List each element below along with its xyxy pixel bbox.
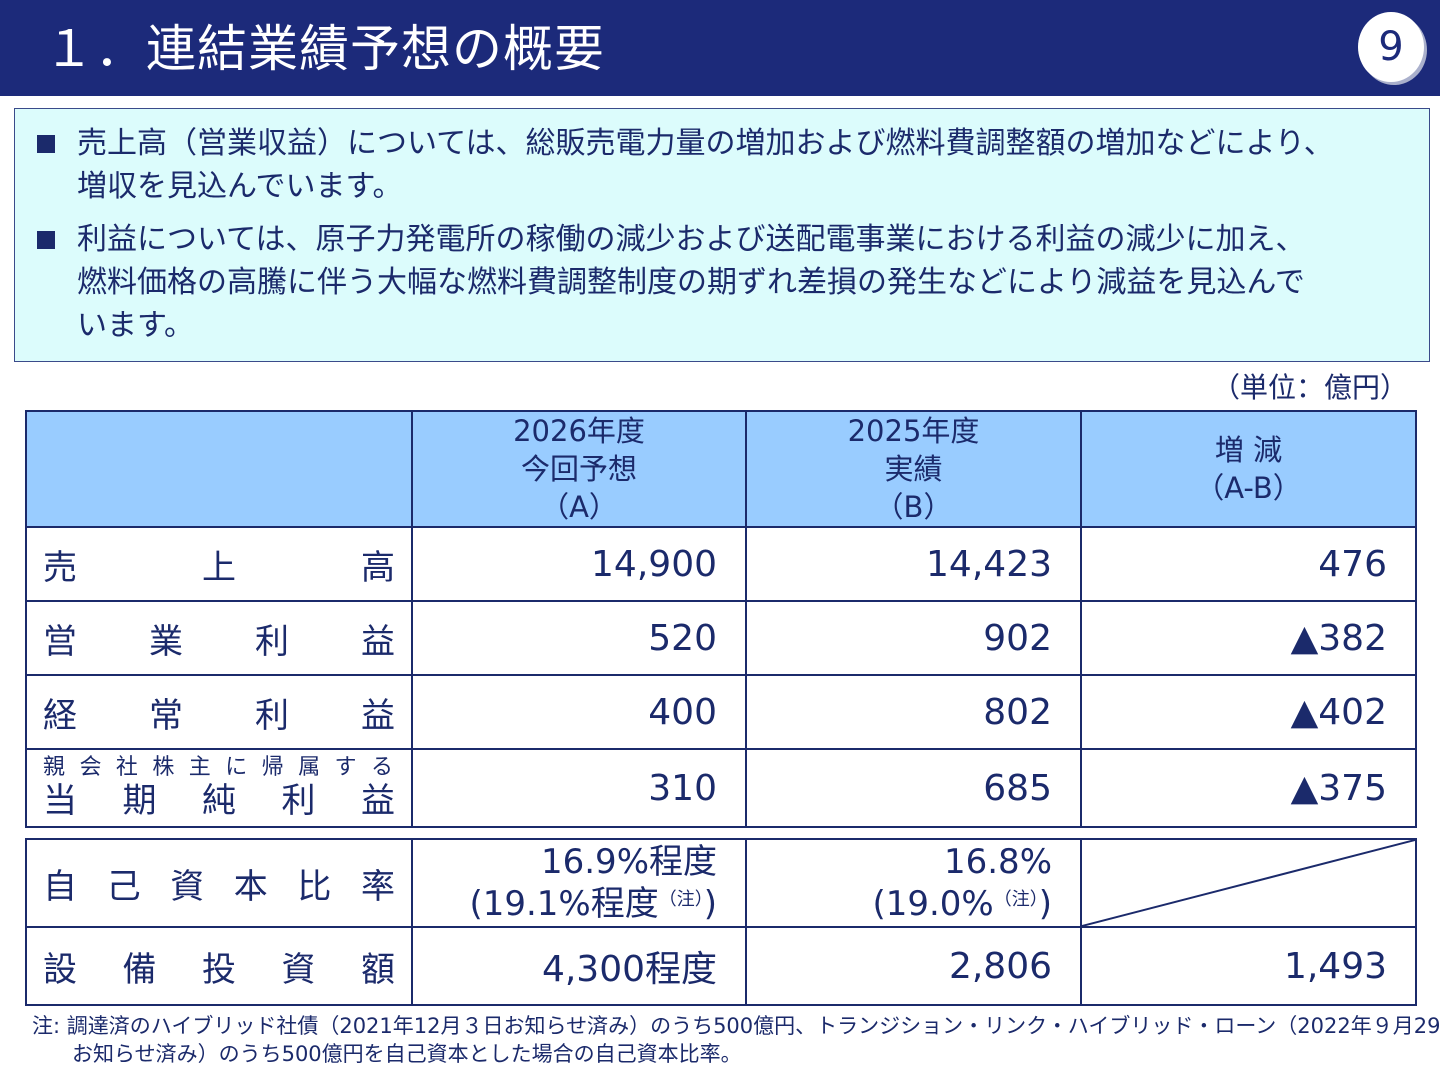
value-forecast: 16.9%程度 (19.1%程度（注）) <box>411 838 747 928</box>
row-label: 営業利益 <box>25 600 413 676</box>
value-forecast: 4,300程度 <box>411 926 747 1006</box>
value-line-sub: (19.0%（注）) <box>747 881 1052 923</box>
footnote: 注: 調達済のハイブリッド社債（2021年12月３日お知らせ済み）のうち500億… <box>32 1012 1440 1068</box>
table-row: 営業利益 520 902 ▲382 <box>25 600 1417 676</box>
empty-diagonal-cell <box>1080 838 1417 928</box>
summary-bullet-profit: 利益については、原子力発電所の稼働の減少および送配電事業における利益の減少に加え… <box>25 218 1435 347</box>
value-actual: 685 <box>745 748 1082 828</box>
value-actual: 16.8% (19.0%（注）) <box>745 838 1082 928</box>
value-forecast: 310 <box>411 748 747 828</box>
value-actual: 902 <box>745 600 1082 676</box>
header-line: 2026年度 <box>513 414 645 448</box>
table-row: 設備投資額 4,300程度 2,806 1,493 <box>25 926 1417 1006</box>
table-row: 自己資本比率 16.9%程度 (19.1%程度（注）) 16.8% (19.0%… <box>25 838 1417 928</box>
value-change: ▲382 <box>1080 600 1417 676</box>
table-row: 売上高 14,900 14,423 476 <box>25 526 1417 602</box>
row-label-net-income: 親会社株主に帰属する 当期純利益 <box>25 748 413 828</box>
table-row: 親会社株主に帰属する 当期純利益 310 685 ▲375 <box>25 748 1417 828</box>
row-label: 設備投資額 <box>25 926 413 1006</box>
unit-label: （単位：億円） <box>1211 371 1408 404</box>
value-text: ) <box>1038 884 1052 924</box>
bullet-text-line: 燃料価格の高騰に伴う大幅な燃料費調整制度の期ずれ差損の発生などにより減益を見込ん… <box>77 265 1305 300</box>
summary-box: 売上高（営業収益）については、総販売電力量の増加および燃料費調整額の増加などによ… <box>14 108 1430 362</box>
value-forecast: 520 <box>411 600 747 676</box>
row-label: 当期純利益 <box>43 781 395 821</box>
value-text: (19.1%程度 <box>469 884 659 924</box>
bullet-square-icon <box>37 231 55 249</box>
header-line: （A） <box>540 490 618 524</box>
row-label-small: 親会社株主に帰属する <box>43 755 395 780</box>
row-label: 自己資本比率 <box>25 838 413 928</box>
row-label: 経常利益 <box>25 674 413 750</box>
value-forecast: 400 <box>411 674 747 750</box>
value-actual: 2,806 <box>745 926 1082 1006</box>
header-line: 増 減 <box>1214 433 1283 467</box>
value-actual: 14,423 <box>745 526 1082 602</box>
header-line: 2025年度 <box>847 414 980 448</box>
slide-header: １．連結業績予想の概要 9 <box>0 0 1440 96</box>
value-text: ) <box>703 884 717 924</box>
note-marker: （注） <box>658 889 704 910</box>
header-actual: 2025年度 実績 （B） <box>745 410 1082 528</box>
bullet-text-line: 増収を見込んでいます。 <box>77 169 403 204</box>
value-change: 1,493 <box>1080 926 1417 1006</box>
value-change: 476 <box>1080 526 1417 602</box>
header-forecast: 2026年度 今回予想 （A） <box>411 410 747 528</box>
footnote-line: 注: 調達済のハイブリッド社債（2021年12月３日お知らせ済み）のうち500億… <box>32 1014 1440 1038</box>
value-change: ▲375 <box>1080 748 1417 828</box>
equity-capex-table: 自己資本比率 16.9%程度 (19.1%程度（注）) 16.8% (19.0%… <box>25 838 1417 1006</box>
bullet-text-line: います。 <box>77 308 194 343</box>
page-title: １．連結業績予想の概要 <box>44 20 605 78</box>
header-change: 増 減 （A-B） <box>1080 410 1417 528</box>
value-line: 16.8% <box>943 842 1052 882</box>
bullet-square-icon <box>37 135 55 153</box>
header-line: 今回予想 <box>520 452 637 486</box>
row-label: 売上高 <box>25 526 413 602</box>
diagonal-line <box>1082 840 1415 926</box>
value-line: 16.9%程度 <box>540 842 717 882</box>
note-marker: （注） <box>993 889 1039 910</box>
value-forecast: 14,900 <box>411 526 747 602</box>
header-empty-cell <box>25 410 413 528</box>
value-change: ▲402 <box>1080 674 1417 750</box>
summary-bullet-revenue: 売上高（営業収益）については、総販売電力量の増加および燃料費調整額の増加などによ… <box>25 122 1435 208</box>
table-header-row: 2026年度 今回予想 （A） 2025年度 実績 （B） 増 減 （A-B） <box>25 410 1417 528</box>
value-actual: 802 <box>745 674 1082 750</box>
header-line: 実績 <box>884 452 943 486</box>
header-line: （B） <box>874 490 953 524</box>
table-row: 経常利益 400 802 ▲402 <box>25 674 1417 750</box>
bullet-text-line: 売上高（営業収益）については、総販売電力量の増加および燃料費調整額の増加などによ… <box>77 126 1334 161</box>
bullet-text-line: 利益については、原子力発電所の稼働の減少および送配電事業における利益の減少に加え… <box>77 222 1306 257</box>
header-line: （A-B） <box>1195 471 1302 505</box>
footnote-line: お知らせ済み）のうち500億円を自己資本とした場合の自己資本比率。 <box>72 1042 742 1066</box>
value-text: (19.0% <box>872 884 994 924</box>
page-number-badge: 9 <box>1358 12 1424 82</box>
value-line-sub: (19.1%程度（注）) <box>413 881 717 923</box>
forecast-table: 2026年度 今回予想 （A） 2025年度 実績 （B） 増 減 （A-B） … <box>25 410 1417 828</box>
